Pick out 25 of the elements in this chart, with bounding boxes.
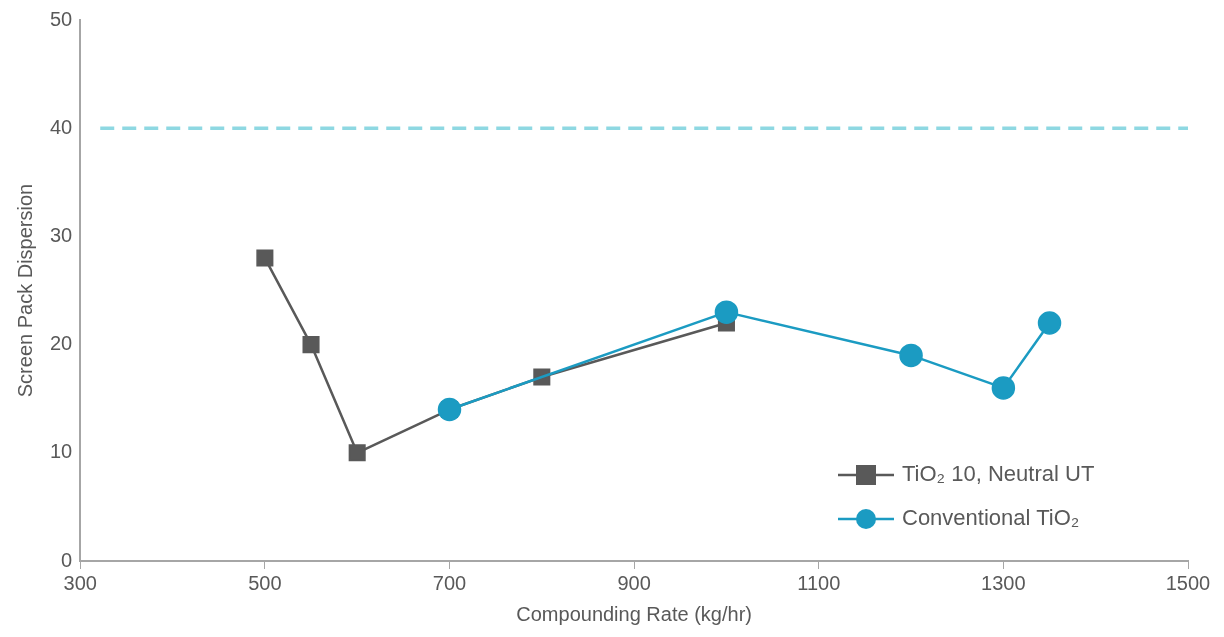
- point: [437, 397, 462, 422]
- x-tick-label: 1100: [797, 571, 841, 594]
- y-axis-title: Screen Pack Dispersion: [13, 183, 36, 398]
- legend-label: TiO₂ 10, Neutral UT: [902, 461, 1095, 487]
- x-tick-label: 1500: [1165, 571, 1211, 594]
- point: [302, 336, 320, 354]
- y-tick-label: 20: [50, 332, 73, 355]
- y-tick-label: 0: [61, 548, 73, 571]
- point: [899, 343, 923, 368]
- point: [991, 376, 1016, 400]
- y-tick-label: 10: [50, 440, 73, 463]
- point: [256, 249, 274, 267]
- x-tick-label: 500: [248, 571, 282, 594]
- x-tick-label: 300: [63, 571, 97, 594]
- y-tick-label: 50: [50, 7, 73, 30]
- x-axis-title: Compounding Rate (kg/hr): [516, 602, 752, 625]
- point: [348, 444, 366, 462]
- point: [1037, 311, 1062, 335]
- point: [714, 300, 739, 324]
- x-tick-label: 900: [617, 571, 651, 594]
- x-tick-label: 1300: [981, 571, 1026, 594]
- y-tick-label: 40: [50, 115, 73, 138]
- y-tick-label: 30: [50, 223, 73, 246]
- x-tick-label: 700: [432, 571, 467, 594]
- legend-label: Conventional TiO₂: [902, 505, 1080, 531]
